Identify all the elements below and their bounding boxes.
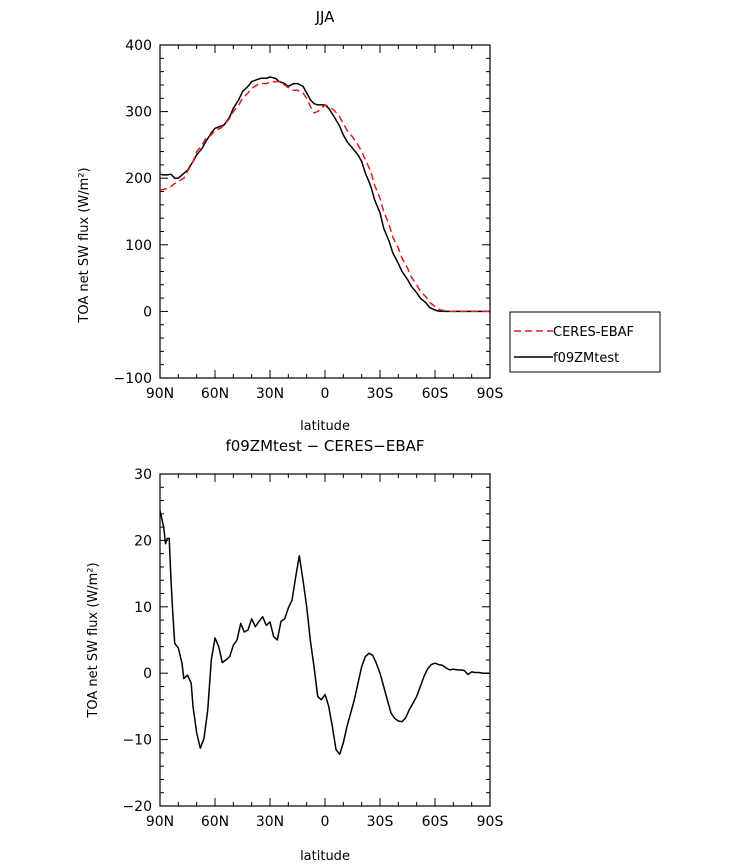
- bottom-y-tick-label: 10: [134, 600, 152, 616]
- top-y-tick-label: −100: [114, 371, 152, 387]
- bottom-x-tick-label: 30S: [367, 814, 394, 830]
- top-series-f09zmtest-line: [159, 76, 490, 313]
- bottom-y-tick-label: 20: [134, 533, 152, 549]
- bottom-axes: 90N 60N 30N 0 30S 60S 90S −20 −10 0 10 20 30: [122, 467, 503, 830]
- bottom-y-tick-label: −10: [122, 733, 152, 749]
- top-x-tick-label: 90N: [146, 386, 174, 402]
- bottom-series-0-line: [159, 510, 490, 755]
- top-y-tick-label: 400: [125, 38, 152, 54]
- bottom-x-tick-label: 30N: [256, 814, 284, 830]
- top-x-tick-label: 30N: [256, 386, 284, 402]
- bottom-x-axis-label: latitude: [300, 849, 350, 864]
- top-x-tick-label: 0: [321, 386, 330, 402]
- top-y-tick-label: 200: [125, 171, 152, 187]
- top-x-tick-label: 30S: [367, 386, 394, 402]
- legend: CERES-EBAF f09ZMtest: [509, 311, 661, 373]
- bottom-y-axis-label: TOA net SW flux (W/m²): [86, 562, 101, 718]
- top-x-tick-label: 60N: [201, 386, 229, 402]
- top-y-tick-label: 100: [125, 238, 152, 254]
- bottom-chart-title: f09ZMtest − CERES−EBAF: [225, 437, 424, 455]
- bottom-x-tick-label: 0: [321, 814, 330, 830]
- top-series: [159, 76, 490, 313]
- bottom-series: [159, 510, 490, 755]
- bottom-y-tick-label: 30: [134, 467, 152, 483]
- top-plot-frame: [159, 44, 491, 379]
- bottom-chart: f09ZMtest − CERES−EBAF 90N 60N 30N 0 30S 60S 9…: [86, 437, 503, 864]
- bottom-x-tick-label: 90S: [477, 814, 504, 830]
- legend-label-model: f09ZMtest: [553, 351, 619, 366]
- bottom-y-tick-label: 0: [143, 666, 152, 682]
- top-chart: JJA 90N 60N 30N 0 30S 60S 90S −100 0 100 200 300 400…: [77, 8, 661, 434]
- bottom-x-tick-label: 60N: [201, 814, 229, 830]
- bottom-plot-frame: [159, 473, 491, 807]
- top-series-ceres-ebaf-line: [159, 80, 490, 313]
- bottom-x-tick-label: 60S: [422, 814, 449, 830]
- legend-box: [509, 311, 661, 373]
- top-x-axis-label: latitude: [300, 419, 350, 434]
- top-x-tick-label: 60S: [422, 386, 449, 402]
- bottom-x-tick-label: 90N: [146, 814, 174, 830]
- top-y-tick-label: 0: [143, 304, 152, 320]
- top-y-tick-label: 300: [125, 105, 152, 121]
- top-x-tick-label: 90S: [477, 386, 504, 402]
- top-chart-title: JJA: [315, 8, 336, 26]
- bottom-y-tick-label: −20: [122, 799, 152, 815]
- legend-label-ceres: CERES-EBAF: [553, 325, 634, 340]
- top-y-axis-label: TOA net SW flux (W/m²): [77, 167, 92, 323]
- top-axes: 90N 60N 30N 0 30S 60S 90S −100 0 100 200 300 400: [114, 38, 504, 402]
